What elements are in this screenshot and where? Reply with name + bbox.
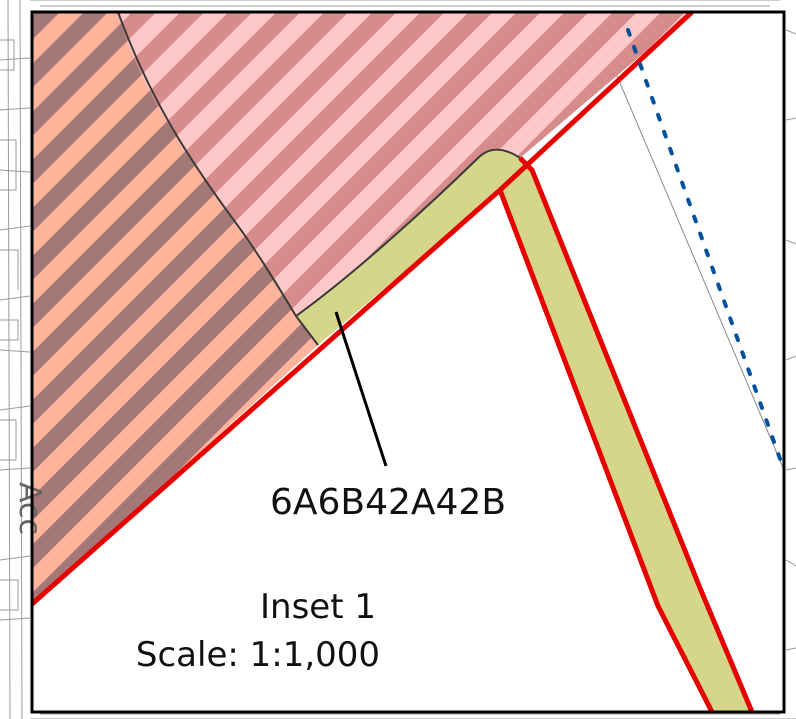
- red-boundary-strip-right: [518, 156, 755, 712]
- zone-outline-strip-edge: [295, 148, 521, 317]
- road-label-fragment: Acc: [12, 482, 47, 535]
- zone-outline-curve: [117, 12, 319, 346]
- inset-title: Inset 1: [260, 587, 376, 627]
- dotted-line-blue: [626, 28, 784, 472]
- scale-text: Scale: 1:1,000: [136, 635, 380, 675]
- parcel-label: 6A6B42A42B: [270, 482, 506, 523]
- basemap-line-thin-2: [589, 12, 784, 471]
- inset-frame: [30, 10, 786, 714]
- access-strip-upper: [296, 149, 520, 345]
- parcel-label-leader: [334, 311, 388, 467]
- hatched-area-pink: [118, 12, 692, 316]
- access-strip-lower: [500, 158, 752, 712]
- hatched-area-orange: [32, 12, 318, 604]
- map-content: [32, 12, 784, 712]
- red-boundary-strip-left: [497, 189, 715, 712]
